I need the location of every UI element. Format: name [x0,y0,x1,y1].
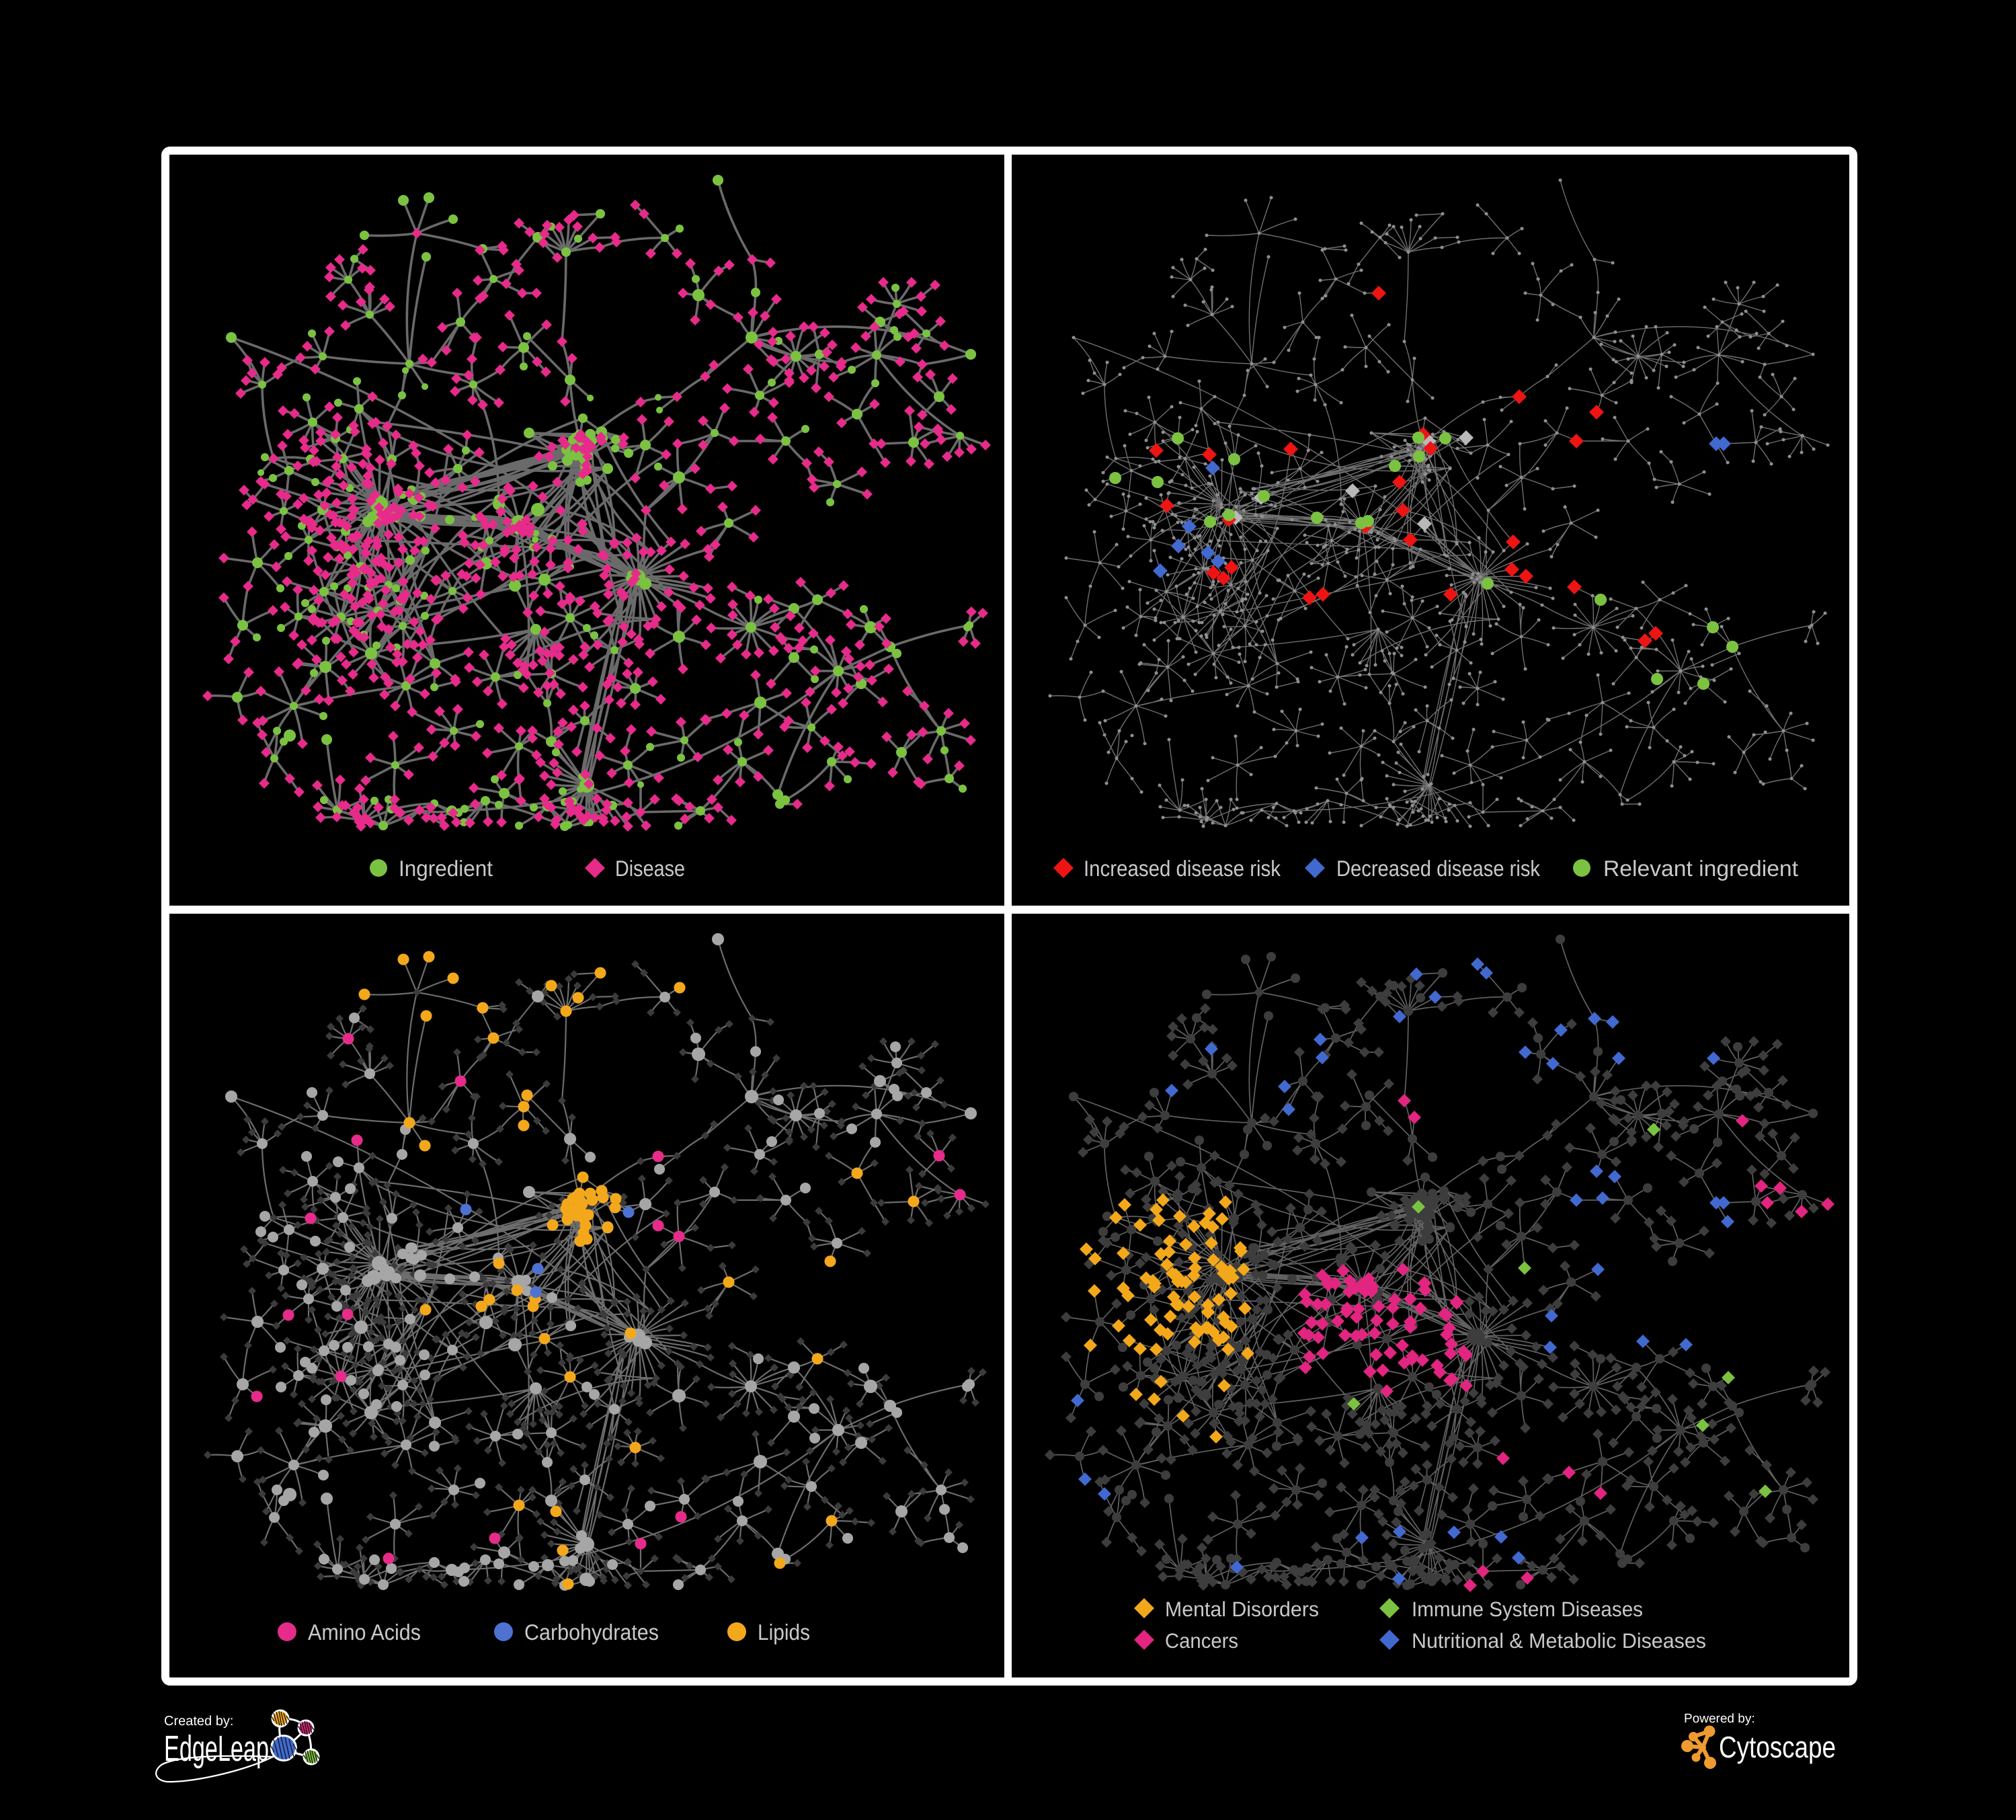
svg-text:Carbohydrates: Carbohydrates [524,1620,659,1645]
svg-text:Created by:: Created by: [164,1714,233,1729]
svg-text:Mental Disorders: Mental Disorders [1165,1597,1319,1621]
svg-text:Immune System Diseases: Immune System Diseases [1412,1597,1643,1621]
svg-text:Cytoscape: Cytoscape [1719,1730,1836,1764]
svg-text:Relevant ingredient: Relevant ingredient [1603,856,1798,881]
svg-text:Ingredient: Ingredient [399,856,493,881]
svg-text:Increased disease risk: Increased disease risk [1084,856,1281,881]
svg-text:Nutritional & Metabolic Diseas: Nutritional & Metabolic Diseases [1412,1629,1706,1653]
svg-text:EdgeLeap: EdgeLeap [164,1729,269,1769]
svg-text:Decreased disease risk: Decreased disease risk [1336,856,1540,881]
svg-text:Powered by:: Powered by: [1684,1712,1755,1726]
svg-text:Amino Acids: Amino Acids [308,1620,421,1645]
svg-text:Lipids: Lipids [758,1620,810,1645]
svg-text:Cancers: Cancers [1165,1629,1238,1653]
svg-text:Disease: Disease [615,856,685,881]
